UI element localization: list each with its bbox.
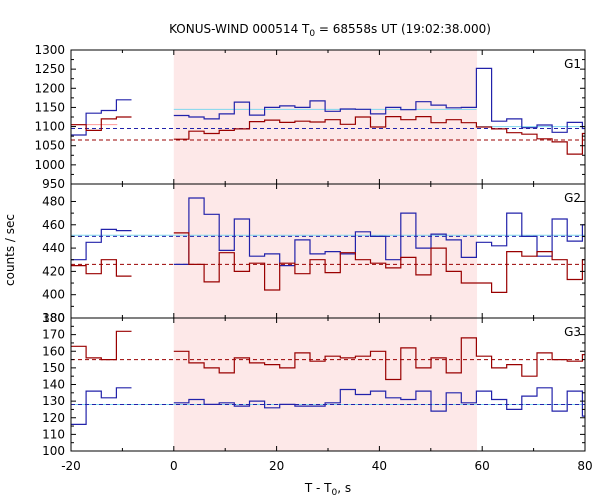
- panel-g3: [71, 330, 585, 425]
- histogram-red-g3-segment-1: [71, 330, 132, 361]
- x-axis-label-rest: , s: [337, 481, 351, 495]
- x-tick-label-40: 40: [372, 459, 387, 473]
- chart-title-rest: = 68558s UT (19:02:38.000): [315, 22, 491, 36]
- y-tick-label-g2-400: 400: [42, 288, 65, 302]
- x-axis-label: T - T0, s: [304, 481, 351, 498]
- x-axis-label-subscript: 0: [332, 488, 338, 498]
- y-tick-label-g3-160: 160: [42, 344, 65, 358]
- histogram-blue-g2-segment-1: [71, 228, 132, 261]
- y-tick-label-g1-1150: 1150: [34, 100, 65, 114]
- y-tick-label-g2-420: 420: [42, 264, 65, 278]
- y-tick-label-g3-100: 100: [42, 444, 65, 458]
- panel-label-g2: G2: [564, 191, 581, 205]
- histogram-blue-g3-segment-1: [71, 387, 132, 425]
- y-tick-label-g2-440: 440: [42, 241, 65, 255]
- histogram-red-g2-segment-2: [173, 232, 585, 293]
- x-tick-label-0: 0: [170, 459, 178, 473]
- panel-g1: [71, 67, 585, 155]
- y-tick-label-g2-380: 380: [42, 311, 65, 325]
- panel-g2: [71, 197, 585, 293]
- y-tick-label-g1-1050: 1050: [34, 139, 65, 153]
- y-tick-label-g2-480: 480: [42, 194, 65, 208]
- x-tick-label-20: 20: [269, 459, 284, 473]
- histogram-red-g1-segment-2: [173, 116, 585, 155]
- y-axis-label: counts / sec: [3, 214, 17, 286]
- x-axis-label-main: T - T: [304, 481, 332, 495]
- y-tick-label-g3-110: 110: [42, 427, 65, 441]
- chart-title: KONUS-WIND 000514 T0 = 68558s UT (19:02:…: [169, 22, 491, 39]
- y-tick-label-g3-120: 120: [42, 411, 65, 425]
- x-tick-label-80: 80: [577, 459, 592, 473]
- y-tick-label-g3-140: 140: [42, 378, 65, 392]
- y-tick-label-g3-130: 130: [42, 394, 65, 408]
- x-tick-label-60: 60: [475, 459, 490, 473]
- histogram-blue-g1-segment-2: [173, 67, 585, 133]
- histogram-red-g3-segment-2: [173, 337, 585, 381]
- y-tick-label-g1-1100: 1100: [34, 120, 65, 134]
- y-tick-label-g3-150: 150: [42, 361, 65, 375]
- histogram-blue-g1-segment-1: [71, 99, 132, 136]
- chart-title-main: KONUS-WIND 000514 T: [169, 22, 310, 36]
- y-tick-label-g1-950: 950: [42, 177, 65, 191]
- histogram-blue-g3-segment-2: [173, 387, 585, 417]
- chart-title-subscript: 0: [309, 29, 315, 39]
- y-tick-label-g1-1200: 1200: [34, 81, 65, 95]
- histogram-blue-g2-segment-2: [173, 197, 585, 267]
- panel-label-g1: G1: [564, 57, 581, 71]
- y-tick-label-g1-1250: 1250: [34, 62, 65, 76]
- y-tick-label-g1-1000: 1000: [34, 158, 65, 172]
- panel-label-g3: G3: [564, 325, 581, 339]
- y-tick-label-g2-460: 460: [42, 218, 65, 232]
- y-tick-label-g1-1300: 1300: [34, 43, 65, 57]
- y-tick-label-g3-170: 170: [42, 328, 65, 342]
- histogram-red-g1-segment-1: [71, 116, 132, 131]
- y-tick-label-g3-180: 180: [42, 311, 65, 325]
- histogram-red-g2-segment-1: [71, 259, 132, 277]
- x-tick-label--20: -20: [61, 459, 81, 473]
